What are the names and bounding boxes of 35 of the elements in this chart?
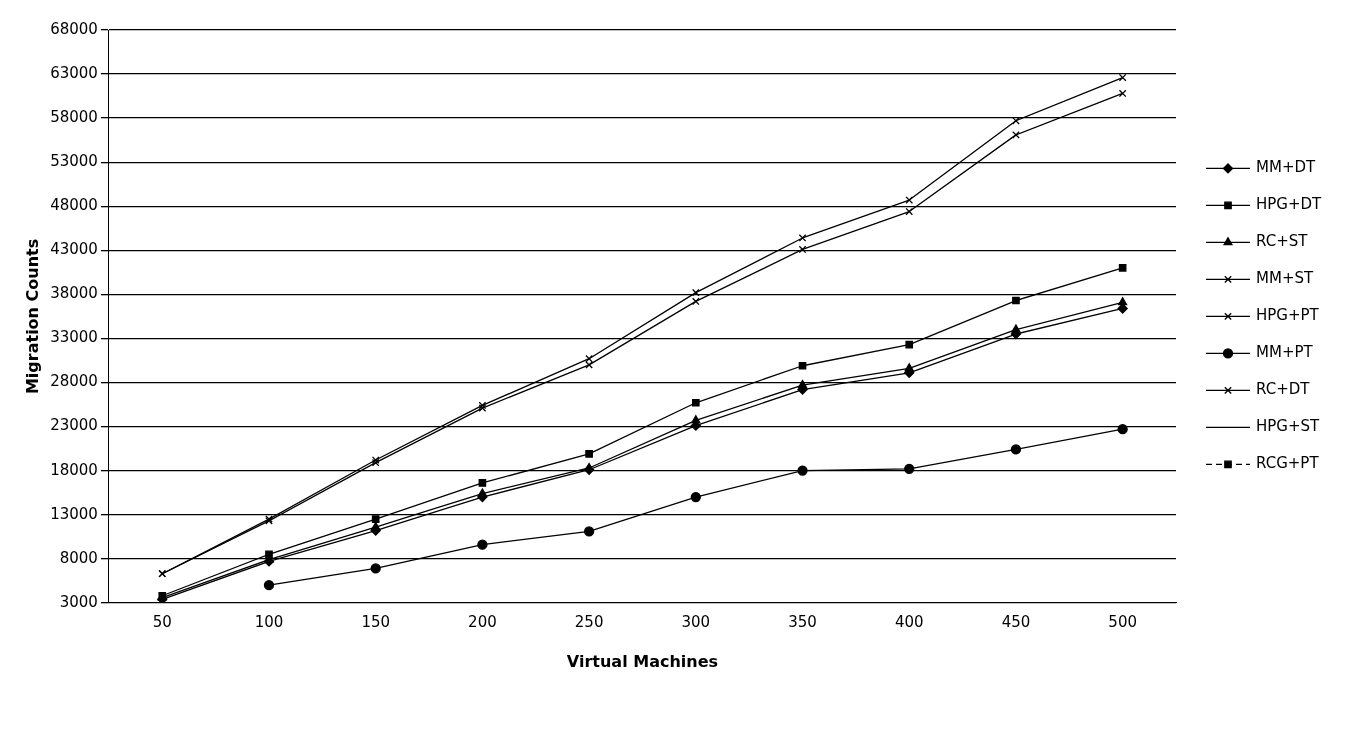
y-tick-label: 58000 (50, 108, 98, 127)
x-tick-label: 50 (152, 612, 172, 631)
y-tick-label: 13000 (50, 504, 98, 523)
y-tick-label: 33000 (50, 328, 98, 347)
x-tick-label: 500 (1108, 612, 1137, 631)
legend-label: HPG+PT (1256, 306, 1320, 325)
y-tick-label: 23000 (50, 416, 98, 435)
y-tick-label: 8000 (59, 548, 98, 567)
y-tick-label: 68000 (50, 19, 98, 38)
y-tick-label: 63000 (50, 63, 98, 82)
x-tick-label: 450 (1001, 612, 1031, 631)
x-axis-title: Virtual Machines (566, 651, 719, 671)
x-tick-label: 300 (681, 612, 711, 631)
x-tick-label: 350 (788, 612, 817, 631)
legend-label: HPG+ST (1256, 417, 1321, 436)
y-tick-label: 38000 (50, 284, 98, 303)
x-tick-label: 400 (894, 612, 924, 631)
x-tick-label: 150 (361, 612, 391, 631)
y-tick-label: 3000 (59, 592, 98, 611)
legend-label: HPG+DT (1256, 195, 1323, 214)
y-tick-label: 48000 (50, 196, 98, 215)
legend-label: MM+ST (1256, 269, 1314, 288)
y-tick-label: 18000 (50, 460, 98, 479)
x-tick-label: 250 (574, 612, 604, 631)
legend-label: RC+DT (1256, 380, 1311, 399)
legend-label: RC+ST (1256, 232, 1309, 251)
y-tick-label: 28000 (50, 372, 98, 391)
y-tick-label: 53000 (50, 152, 98, 171)
y-tick-label: 43000 (50, 240, 98, 259)
legend-label: MM+DT (1256, 158, 1316, 177)
x-tick-label: 100 (254, 612, 284, 631)
legend-label: RCG+PT (1256, 454, 1320, 473)
legend-label: MM+PT (1256, 343, 1314, 362)
y-axis-title: Migration Counts (22, 238, 42, 395)
x-tick-label: 200 (468, 612, 497, 631)
